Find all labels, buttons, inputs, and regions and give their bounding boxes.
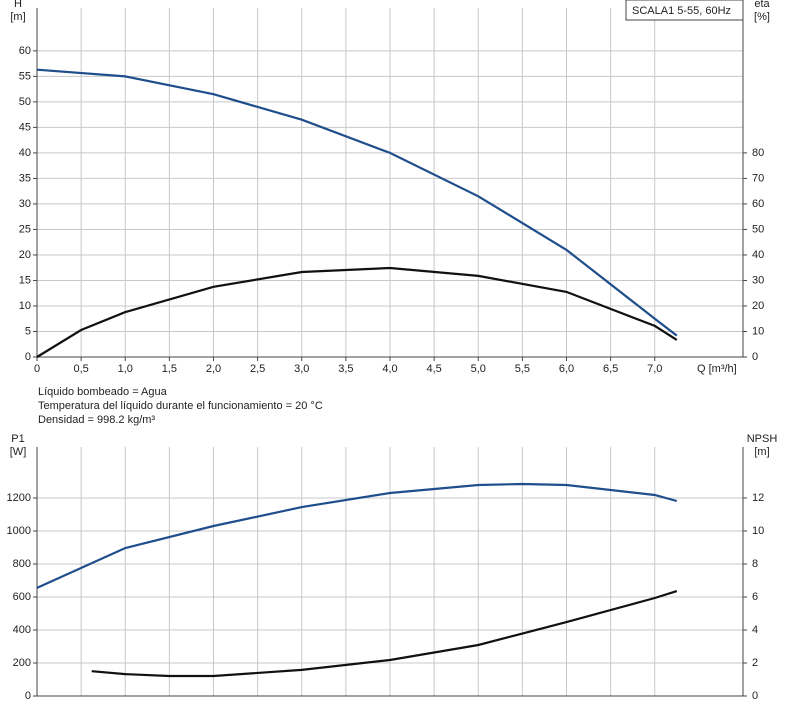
y-tick-label: 400 <box>13 624 31 636</box>
y2-tick-label: 2 <box>752 657 758 669</box>
y2-tick-label: 0 <box>752 351 758 363</box>
y2-unit: [%] <box>754 11 770 23</box>
y2-tick-label: 10 <box>752 325 764 337</box>
y2-label: NPSH <box>747 433 778 445</box>
curve <box>91 590 678 678</box>
y2-tick-label: 70 <box>752 172 764 184</box>
y-tick-label: 40 <box>19 147 31 159</box>
x-tick-label: 3,0 <box>294 363 309 375</box>
y-tick-label: 55 <box>19 70 31 82</box>
y2-tick-label: 50 <box>752 223 764 235</box>
y2-tick-label: 10 <box>752 525 764 537</box>
y-tick-label: 50 <box>19 96 31 108</box>
y2-tick-label: 12 <box>752 492 764 504</box>
y2-tick-label: 6 <box>752 591 758 603</box>
y2-tick-label: 20 <box>752 300 764 312</box>
y-tick-label: 600 <box>13 591 31 603</box>
curve <box>36 482 678 589</box>
y-tick-label: 15 <box>19 274 31 286</box>
y2-tick-label: 30 <box>752 274 764 286</box>
x-tick-label: 1,0 <box>118 363 133 375</box>
curve <box>36 266 678 358</box>
y-tick-label: 30 <box>19 198 31 210</box>
y-tick-label: 60 <box>19 45 31 57</box>
legend-text: SCALA1 5-55, 60Hz <box>632 5 731 17</box>
x-tick-label: 4,5 <box>426 363 441 375</box>
y2-tick-label: 40 <box>752 249 764 261</box>
y-tick-label: 0 <box>25 351 31 363</box>
y-tick-label: 25 <box>19 223 31 235</box>
y2-label: eta <box>754 0 770 10</box>
note: Líquido bombeado = Agua <box>38 386 168 398</box>
note: Temperatura del líquido durante el funci… <box>38 400 323 412</box>
x-tick-label: 0 <box>34 363 40 375</box>
y2-tick-label: 0 <box>752 690 758 702</box>
y2-tick-label: 4 <box>752 624 758 636</box>
note: Densidad = 998.2 kg/m³ <box>38 414 155 426</box>
y-label: P1 <box>11 433 24 445</box>
x-tick-label: 3,5 <box>338 363 353 375</box>
y2-tick-label: 80 <box>752 147 764 159</box>
y-tick-label: 5 <box>25 325 31 337</box>
y-tick-label: 45 <box>19 121 31 133</box>
x-tick-label: 2,5 <box>250 363 265 375</box>
x-tick-label: 0,5 <box>73 363 88 375</box>
y-tick-label: 20 <box>19 249 31 261</box>
y-tick-label: 0 <box>25 690 31 702</box>
y2-tick-label: 8 <box>752 558 758 570</box>
x-tick-label: 6,0 <box>559 363 574 375</box>
x-tick-label: 7,0 <box>647 363 662 375</box>
y-label: H <box>14 0 22 10</box>
curve <box>36 68 678 337</box>
y-tick-label: 1200 <box>7 492 31 504</box>
y-tick-label: 1000 <box>7 525 31 537</box>
y-unit: [m] <box>10 11 25 23</box>
x-label: Q [m³/h] <box>697 363 737 375</box>
x-tick-label: 6,5 <box>603 363 618 375</box>
x-tick-label: 2,0 <box>206 363 221 375</box>
y2-unit: [m] <box>754 446 769 458</box>
y-tick-label: 200 <box>13 657 31 669</box>
y-tick-label: 800 <box>13 558 31 570</box>
x-tick-label: 5,0 <box>471 363 486 375</box>
x-tick-label: 4,0 <box>382 363 397 375</box>
x-tick-label: 1,5 <box>162 363 177 375</box>
y-tick-label: 35 <box>19 172 31 184</box>
y-tick-label: 10 <box>19 300 31 312</box>
x-tick-label: 5,5 <box>515 363 530 375</box>
y2-tick-label: 60 <box>752 198 764 210</box>
legend-box <box>625 0 744 21</box>
y-unit: [W] <box>10 446 27 458</box>
